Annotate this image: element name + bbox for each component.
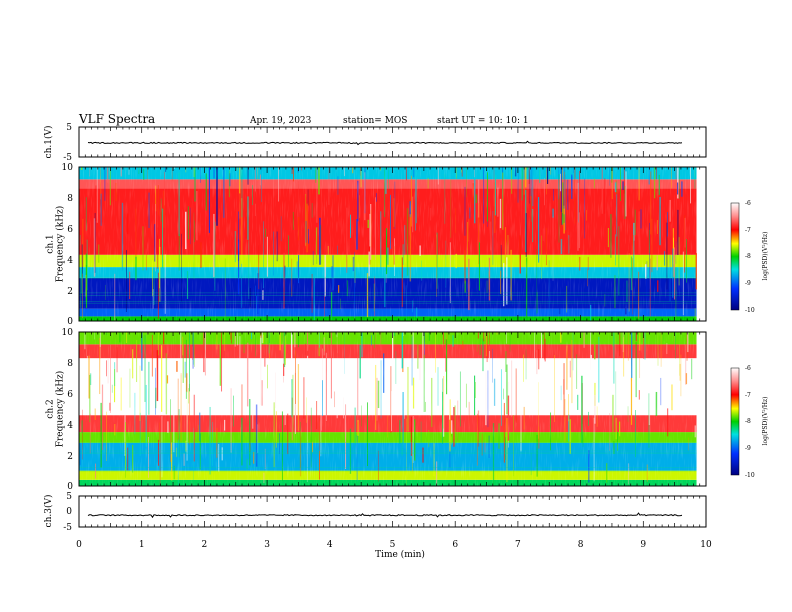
station-label: station= MOS — [343, 116, 407, 126]
ch3-waveform-ticks — [78, 496, 707, 527]
ch2-spectrogram-ticks — [78, 332, 707, 486]
ch2-freq-tick-8: 8 — [67, 359, 73, 369]
time-tick-2: 2 — [202, 540, 208, 550]
ch2-freq-tick-6: 6 — [67, 390, 73, 400]
ch1-ytick-5: 5 — [66, 123, 72, 133]
ch1-waveform-ylabel: ch.1(V) — [43, 126, 54, 159]
ch2-freq-tick-0: 0 — [67, 482, 73, 492]
time-tick-0: 0 — [76, 540, 82, 550]
ch1-cb-tick-neg10: -10 — [745, 307, 755, 314]
ch1-cb-tick-neg7: -7 — [745, 227, 751, 234]
time-tick-8: 8 — [578, 540, 584, 550]
ch2-freq-tick-2: 2 — [67, 452, 73, 462]
time-tick-1: 1 — [139, 540, 145, 550]
figure-title: VLF Spectra — [78, 112, 155, 126]
ch1-freq-tick-0: 0 — [67, 317, 73, 327]
ch1-waveform-trace — [87, 140, 683, 146]
ch1-waveform-ticks — [78, 127, 707, 157]
ch2-cb-tick-neg7: -7 — [745, 392, 751, 399]
ch1-spectrogram-ticks — [78, 167, 707, 321]
ch1-freq-tick-2: 2 — [67, 287, 73, 297]
ch1-ytick-neg5: -5 — [63, 153, 72, 163]
ch2-spectrogram-panel: 0 2 4 6 8 10 ch.2Frequency (kHz) -6 -7 -… — [45, 328, 769, 492]
ch1-cb-tick-neg8: -8 — [745, 253, 751, 260]
ch2-freq-tick-10: 10 — [62, 328, 74, 338]
ch2-freq-tick-4: 4 — [67, 421, 73, 431]
ch1-waveform-panel: 5 -5 ch.1(V) — [43, 123, 707, 163]
start-time-label: start UT = 10: 10: 1 — [437, 116, 529, 126]
time-tick-5: 5 — [390, 540, 396, 550]
ch3-waveform-ylabel: ch.3(V) — [43, 495, 54, 528]
ch2-cb-tick-neg9: -9 — [745, 445, 751, 452]
ch3-ytick-neg5: -5 — [63, 523, 72, 533]
ch1-cb-tick-neg6: -6 — [745, 200, 751, 207]
ch1-freq-tick-10: 10 — [62, 163, 74, 173]
ch2-colorbar-label: log(PSD)(V²/Hz) — [762, 397, 769, 446]
time-tick-7: 7 — [515, 540, 521, 550]
time-tick-3: 3 — [264, 540, 270, 550]
ch1-spectrogram-panel: 0 2 4 6 8 10 ch.1Frequency (kHz) -6 -7 -… — [45, 163, 769, 327]
ch2-cb-tick-neg10: -10 — [745, 472, 755, 479]
ch1-freq-tick-4: 4 — [67, 256, 73, 266]
time-tick-10: 10 — [700, 540, 712, 550]
ch1-colorbar-label: log(PSD)(V²/Hz) — [762, 232, 769, 281]
date-label: Apr. 19, 2023 — [249, 116, 312, 126]
ch3-ytick-5: 5 — [66, 492, 72, 502]
time-tick-4: 4 — [327, 540, 333, 550]
ch3-ytick-0: 0 — [66, 507, 72, 517]
ch1-freq-tick-8: 8 — [67, 194, 73, 204]
ch1-colorbar — [730, 202, 740, 311]
ch3-waveform-panel: 5 0 -5 ch.3(V) — [43, 492, 707, 533]
time-tick-9: 9 — [640, 540, 646, 550]
time-tick-6: 6 — [452, 540, 458, 550]
time-axis-tick-labels: 0 1 2 3 4 5 6 7 8 9 10 — [76, 540, 712, 550]
ch2-cb-tick-neg6: -6 — [745, 365, 751, 372]
ch1-freq-tick-6: 6 — [67, 225, 73, 235]
time-axis-label: Time (min) — [375, 549, 425, 560]
ch1-cb-tick-neg9: -9 — [745, 280, 751, 287]
ch3-waveform-trace — [87, 512, 683, 519]
ch2-spectrogram-ylabel: ch.2Frequency (kHz) — [45, 371, 65, 448]
ch1-spectrogram-ylabel: ch.1Frequency (kHz) — [45, 206, 65, 283]
ch2-colorbar — [730, 367, 740, 476]
ch2-cb-tick-neg8: -8 — [745, 418, 751, 425]
